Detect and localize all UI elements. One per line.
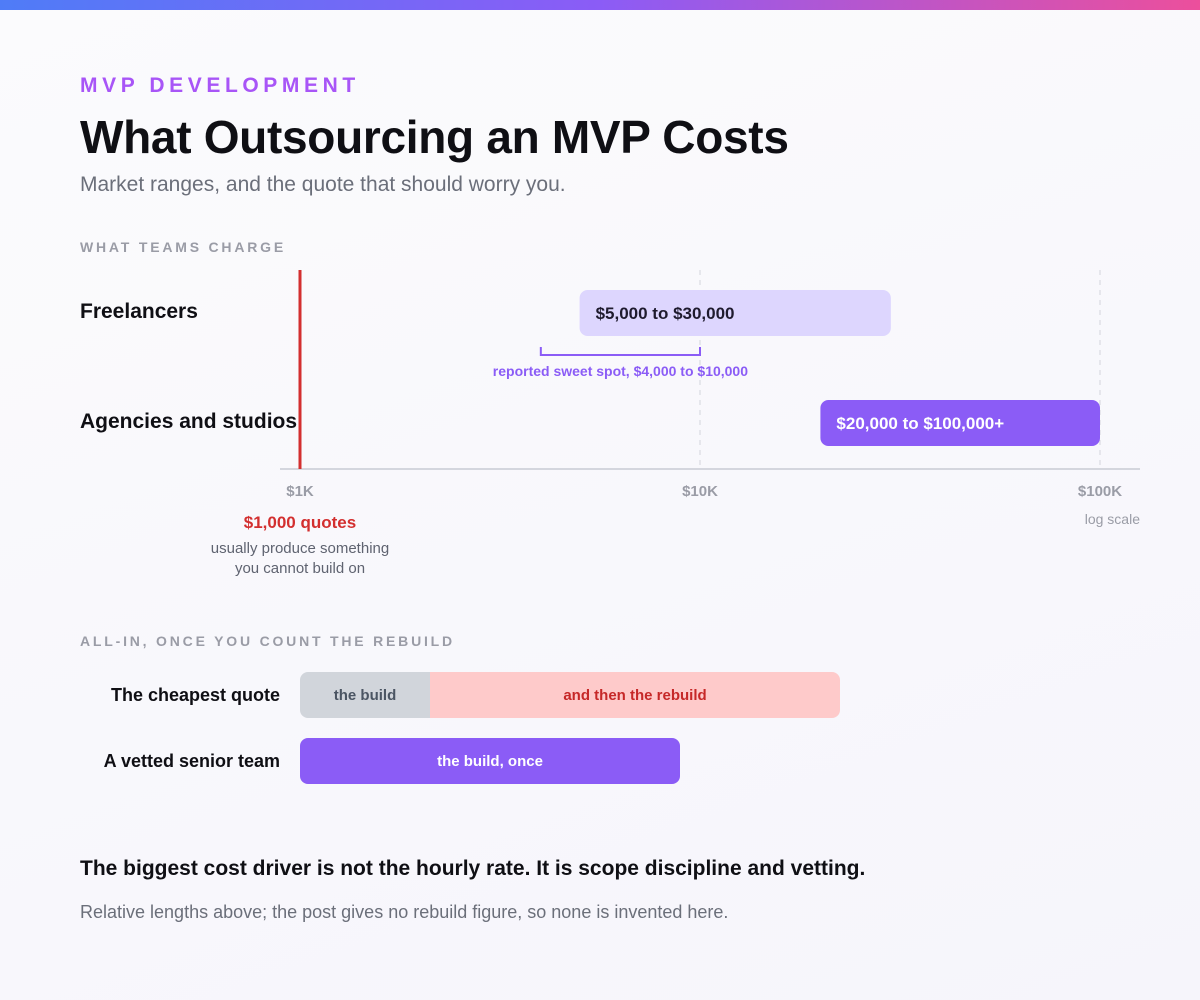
callout-line-2: you cannot build on xyxy=(234,560,366,577)
segment-the-build: the build xyxy=(300,672,430,718)
range-bar-1 xyxy=(820,400,1100,446)
comparison-label-cheapest: The cheapest quote xyxy=(110,685,280,705)
low-quote-callout: $1,000 quotes usually produce something … xyxy=(180,513,420,579)
range-section-heading: WHAT TEAMS CHARGE xyxy=(80,239,286,255)
sweet-spot-bracket xyxy=(539,347,701,356)
page-title: What Outsourcing an MVP Costs xyxy=(80,111,789,163)
segment-build-once: the build, once xyxy=(300,738,680,784)
range-bar-label-0: $5,000 to $30,000 xyxy=(596,304,735,323)
comparison-section-heading: ALL-IN, ONCE YOU COUNT THE REBUILD xyxy=(80,633,455,649)
x-tick-label-0: $1K xyxy=(286,483,314,500)
range-chart: $1K $10K $100K $5,000 to $30,000 $20,000 to … xyxy=(280,270,1140,500)
conclusion: The biggest cost driver is not the hourl… xyxy=(80,857,866,880)
footnote: Relative lengths above; the post gives n… xyxy=(80,902,729,922)
range-bar-0 xyxy=(579,290,891,336)
segment-rebuild: and then the rebuild xyxy=(430,672,840,718)
callout-headline: $1,000 quotes xyxy=(243,513,357,532)
callout-line-1: usually produce something xyxy=(210,540,390,557)
sweet-spot-label: reported sweet spot, $4,000 to $10,000 xyxy=(493,363,748,379)
range-bar-label-1: $20,000 to $100,000+ xyxy=(836,414,1004,433)
scale-note: log scale xyxy=(1084,511,1140,527)
category-label-freelancers: Freelancers xyxy=(80,300,198,323)
category-label-agencies: Agencies and studios xyxy=(80,410,298,433)
x-tick-label-1: $10K xyxy=(682,483,718,500)
page-subtitle: Market ranges, and the quote that should… xyxy=(80,173,566,196)
comparison-label-vetted: A vetted senior team xyxy=(103,751,280,771)
kicker: MVP DEVELOPMENT xyxy=(80,74,360,97)
top-gradient-bar xyxy=(0,0,1200,10)
x-tick-label-2: $100K xyxy=(1078,483,1122,500)
